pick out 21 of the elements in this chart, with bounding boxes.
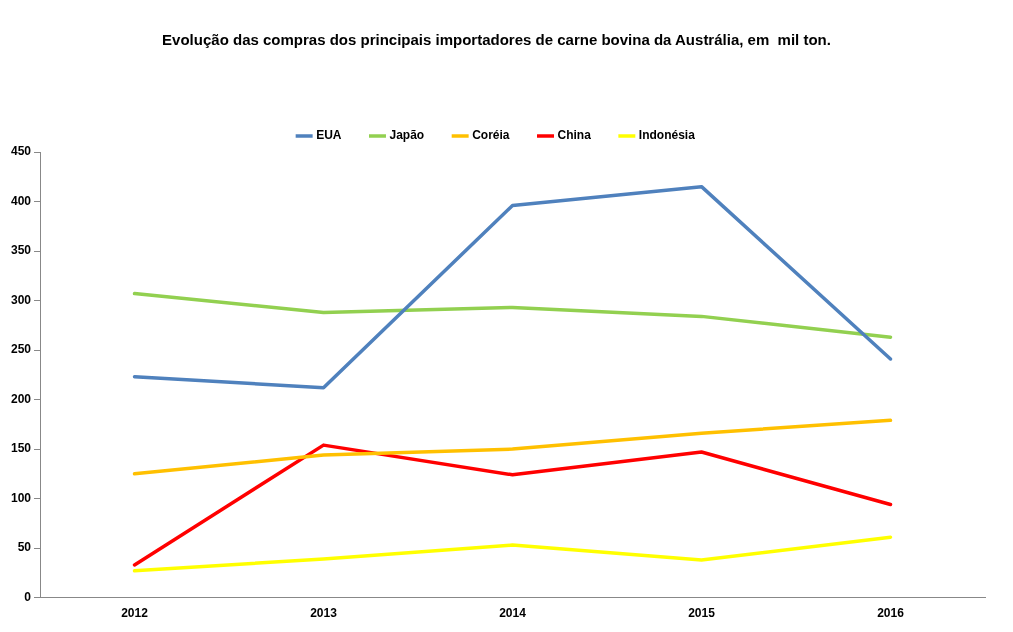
x-tick-label: 2012 xyxy=(121,606,149,621)
y-tick-label: 0 xyxy=(24,589,32,604)
y-tick-label: 100 xyxy=(10,490,32,505)
y-tick-label: 150 xyxy=(10,441,32,456)
legend-label: China xyxy=(557,128,592,143)
legend-label: EUA xyxy=(316,128,342,143)
x-tick-label: 2016 xyxy=(877,606,905,621)
y-tick-label: 450 xyxy=(10,144,32,159)
y-tick-label: 300 xyxy=(10,292,32,307)
legend-label: Coréia xyxy=(472,128,510,143)
y-tick-label: 50 xyxy=(17,540,32,555)
y-tick-label: 400 xyxy=(10,193,32,208)
legend-label: Japão xyxy=(389,128,425,143)
chart-title: Evolução das compras dos principais importadores de carne bovina da Austrália, em mil ton. xyxy=(162,31,831,49)
y-tick-label: 200 xyxy=(10,391,32,406)
y-tick-label: 250 xyxy=(10,342,32,357)
legend-label: Indonésia xyxy=(638,128,696,143)
x-tick-label: 2014 xyxy=(499,606,527,621)
x-tick-label: 2015 xyxy=(688,606,716,621)
x-tick-label: 2013 xyxy=(310,606,338,621)
y-tick-label: 350 xyxy=(10,243,32,258)
